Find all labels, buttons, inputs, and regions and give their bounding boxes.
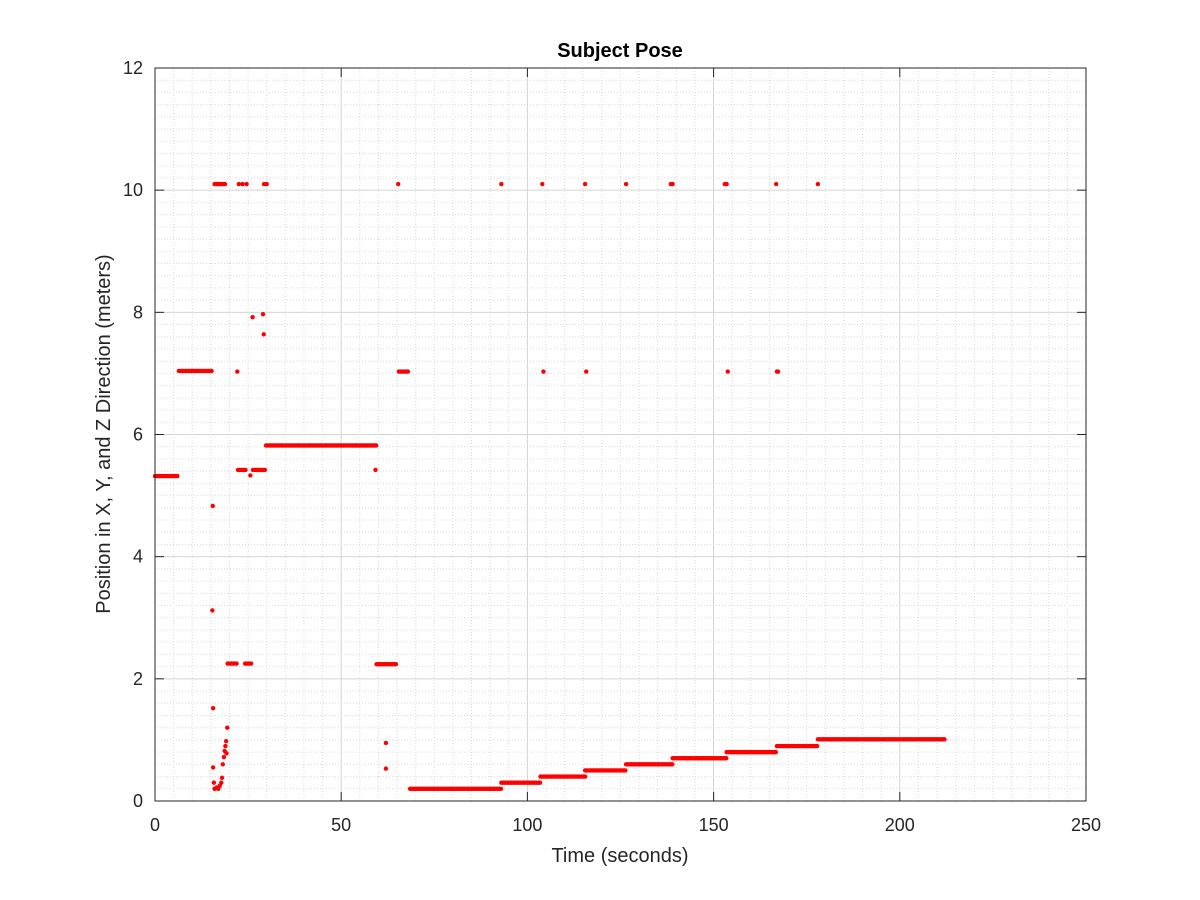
data-point <box>248 473 253 478</box>
data-point <box>221 754 227 760</box>
data-point <box>498 786 504 791</box>
y-tick-label: 2 <box>133 669 143 689</box>
x-tick-label: 150 <box>699 815 729 835</box>
data-point <box>374 443 379 448</box>
data-point <box>250 315 255 320</box>
data-point <box>815 181 821 187</box>
data-point <box>499 181 504 187</box>
data-point <box>773 181 779 187</box>
data-point <box>243 467 248 473</box>
data-point <box>405 369 411 374</box>
data-point <box>210 765 216 770</box>
data-point <box>225 725 230 730</box>
data-point <box>210 705 216 711</box>
data-point <box>383 766 389 771</box>
data-point <box>724 181 729 187</box>
y-tick-labels: 0 2 4 6 8 10 12 <box>123 58 143 811</box>
data-point <box>222 181 228 187</box>
x-axis-label: Time (seconds) <box>551 845 688 867</box>
data-point <box>211 780 217 785</box>
x-tick-label: 50 <box>331 815 351 835</box>
data-point <box>395 181 401 187</box>
data-point <box>248 661 254 666</box>
data-point <box>541 369 546 374</box>
data-point <box>623 181 629 187</box>
data-point <box>393 661 399 667</box>
data-markers <box>152 181 947 791</box>
data-point <box>582 181 588 187</box>
y-tick-label: 10 <box>123 180 143 200</box>
data-point <box>582 774 588 779</box>
data-point <box>773 749 778 755</box>
data-point <box>220 762 225 767</box>
x-tick-label: 200 <box>885 815 915 835</box>
data-point <box>383 740 389 746</box>
data-point <box>219 775 225 780</box>
data-point <box>540 181 545 187</box>
data-point <box>219 780 224 785</box>
data-point <box>223 738 229 744</box>
data-point <box>223 743 228 749</box>
y-tick-label: 6 <box>133 425 143 445</box>
data-point <box>264 181 269 187</box>
x-tick-labels: 0 50 100 150 200 250 <box>150 815 1101 835</box>
data-point <box>260 311 266 317</box>
data-point <box>725 369 730 374</box>
x-tick-label: 0 <box>150 815 160 835</box>
data-point <box>209 368 214 374</box>
data-point <box>175 473 180 479</box>
data-point <box>670 762 675 767</box>
y-tick-label: 12 <box>123 58 143 78</box>
y-tick-label: 8 <box>133 302 143 322</box>
x-tick-label: 100 <box>512 815 542 835</box>
data-point <box>724 756 729 761</box>
y-tick-label: 4 <box>133 547 143 567</box>
data-point <box>262 467 268 473</box>
data-point <box>210 503 215 509</box>
data-point <box>814 743 820 749</box>
data-point <box>670 181 675 187</box>
y-tick-label: 0 <box>133 791 143 811</box>
data-point <box>775 369 781 374</box>
data-point <box>261 332 266 337</box>
data-point <box>584 369 589 374</box>
data-point <box>224 751 229 756</box>
data-point <box>234 661 239 666</box>
y-axis-label: Position in X, Y, and Z Direction (meter… <box>93 254 115 613</box>
tick-marks <box>154 67 1087 802</box>
data-point <box>210 608 215 613</box>
data-point <box>537 780 543 785</box>
data-point <box>373 467 378 473</box>
data-point <box>236 181 241 187</box>
data-point <box>235 369 240 374</box>
data-point <box>942 737 947 742</box>
chart-title: Subject Pose <box>557 40 683 62</box>
data-point <box>240 181 245 187</box>
data-point <box>244 181 249 187</box>
data-point <box>623 768 628 773</box>
x-tick-label: 250 <box>1071 815 1101 835</box>
